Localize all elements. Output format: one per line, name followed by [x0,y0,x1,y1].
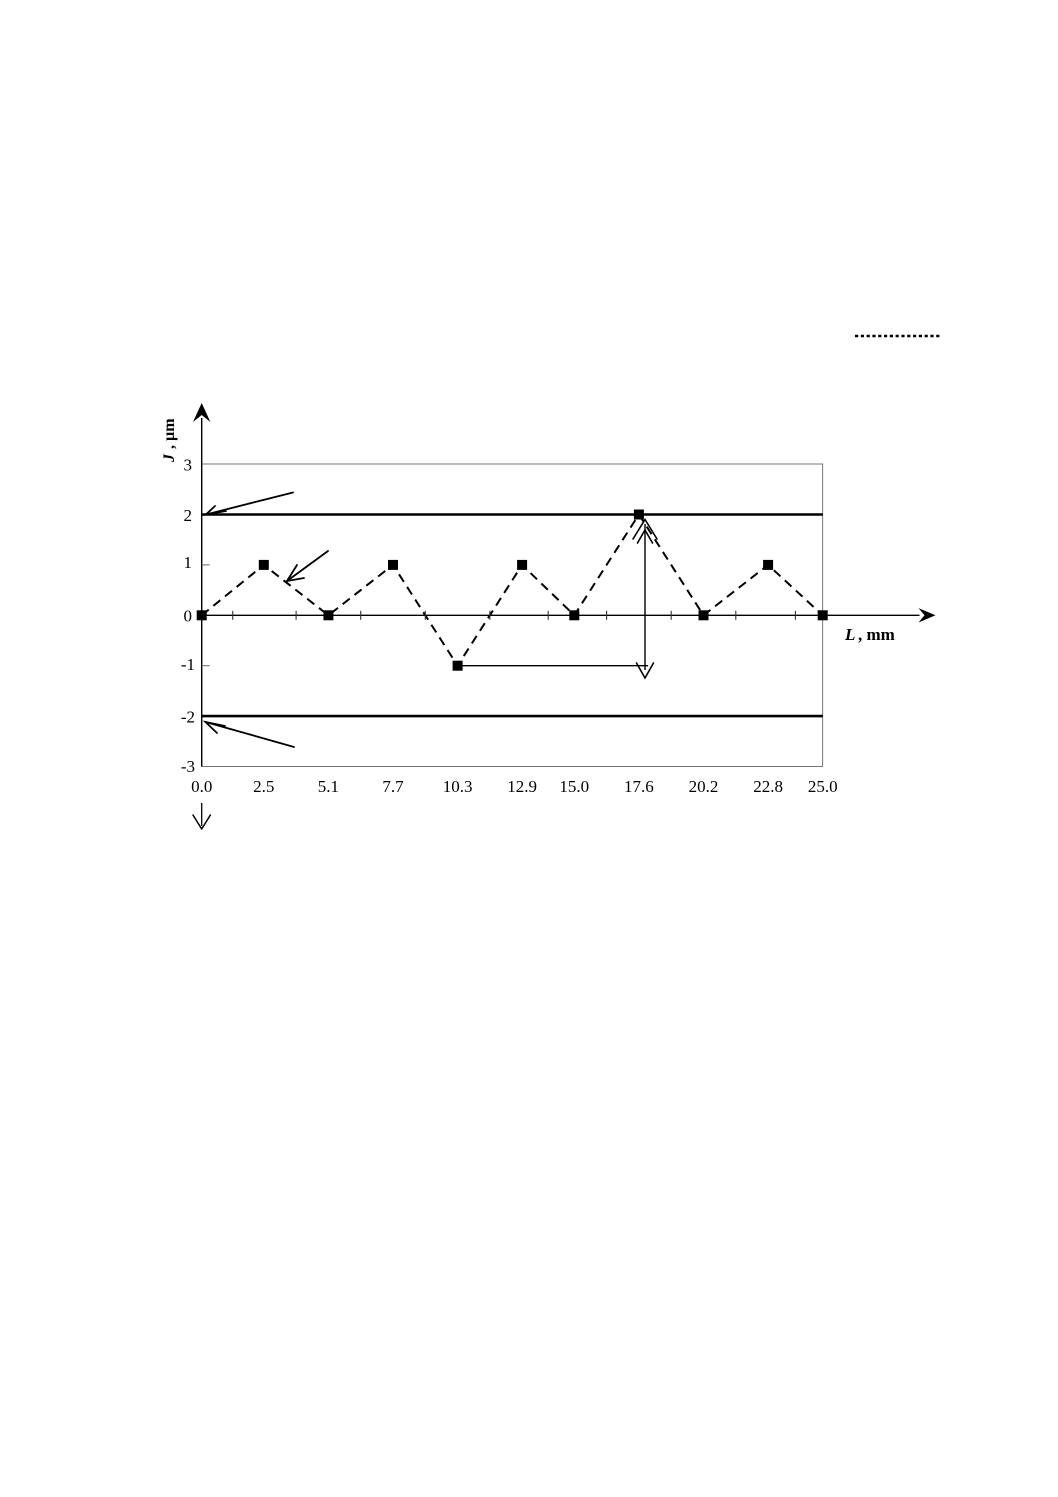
svg-text:22.8: 22.8 [753,777,783,796]
svg-text:5.1: 5.1 [318,777,339,796]
svg-text:15.0: 15.0 [559,777,589,796]
svg-text:-3: -3 [181,757,195,776]
svg-text:3: 3 [184,456,193,475]
svg-text:7.7: 7.7 [382,777,404,796]
svg-text:25.0: 25.0 [808,777,838,796]
svg-text:0.0: 0.0 [191,777,212,796]
svg-text:0: 0 [184,606,193,625]
svg-text:, µm: , µm [161,418,178,449]
svg-text:2: 2 [184,506,193,525]
svg-text:1: 1 [184,553,193,572]
svg-text:12.9: 12.9 [507,777,537,796]
svg-text:L: L [844,625,855,644]
svg-text:, mm: , mm [858,625,895,644]
svg-text:-1: -1 [181,655,195,674]
svg-text:-2: -2 [181,708,195,727]
svg-text:20.2: 20.2 [689,777,719,796]
svg-text:2.5: 2.5 [253,777,274,796]
svg-text:17.6: 17.6 [624,777,654,796]
svg-text:10.3: 10.3 [443,777,473,796]
svg-text:J: J [161,453,178,463]
